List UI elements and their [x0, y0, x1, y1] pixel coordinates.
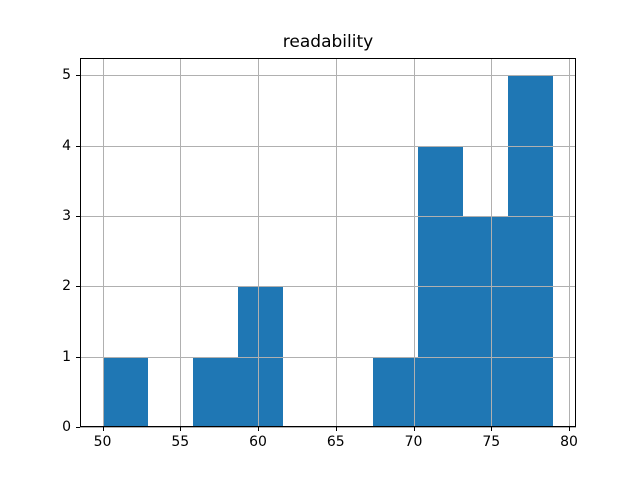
chart-title: readability: [282, 32, 374, 52]
x-tick-label: 55: [171, 434, 190, 451]
histogram-bar: [508, 75, 554, 428]
x-gridline: [413, 57, 415, 428]
x-gridline: [180, 57, 182, 428]
x-tick-label: 75: [482, 434, 501, 451]
y-tick-mark: [76, 75, 80, 77]
y-tick-label: 0: [62, 419, 71, 436]
x-gridline: [569, 57, 570, 428]
histogram-bar: [237, 286, 283, 428]
x-tick-label: 70: [404, 434, 423, 451]
x-gridline: [258, 57, 260, 428]
y-gridline: [80, 216, 576, 217]
histogram-bar: [102, 356, 148, 428]
y-tick-mark: [76, 145, 80, 147]
x-tick-mark: [102, 427, 104, 432]
histogram-bar: [463, 216, 509, 428]
x-tick-mark: [180, 427, 182, 432]
x-tick-mark: [258, 427, 260, 432]
y-gridline: [80, 427, 576, 429]
y-gridline: [80, 286, 576, 288]
x-tick-label: 60: [249, 434, 267, 451]
x-tick-mark: [491, 427, 493, 432]
histogram-bar: [373, 356, 419, 428]
x-gridline: [102, 57, 104, 428]
x-tick-mark: [335, 427, 337, 432]
y-tick-label: 2: [62, 278, 71, 295]
y-tick-label: 5: [62, 67, 71, 84]
y-tick-label: 3: [62, 208, 71, 224]
y-gridline: [80, 356, 576, 358]
y-tick-label: 4: [62, 137, 71, 154]
y-tick-mark: [76, 427, 80, 429]
y-tick-label: 1: [62, 348, 71, 365]
y-tick-mark: [76, 286, 80, 288]
plot-area-spines: [80, 57, 576, 428]
x-gridline: [491, 57, 493, 428]
y-gridline: [80, 145, 576, 147]
x-tick-mark: [413, 427, 415, 432]
x-tick-label: 50: [93, 434, 112, 451]
y-tick-mark: [76, 216, 80, 217]
x-tick-label: 65: [326, 434, 345, 451]
x-tick-mark: [569, 427, 570, 432]
y-gridline: [80, 75, 576, 77]
x-gridline: [335, 57, 337, 428]
x-tick-label: 80: [560, 434, 578, 451]
y-tick-mark: [76, 356, 80, 358]
histogram-bar: [192, 356, 238, 428]
